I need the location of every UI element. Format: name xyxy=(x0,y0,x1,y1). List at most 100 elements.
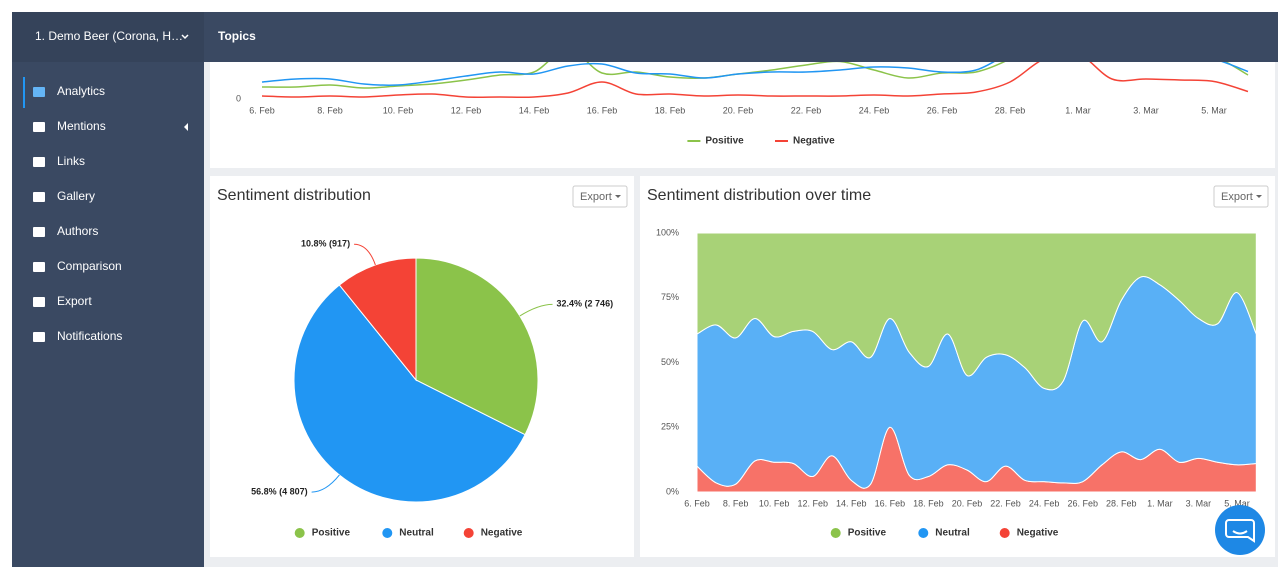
x-tick-label: 26. Feb xyxy=(1067,498,1098,508)
top-bar xyxy=(204,12,1278,62)
legend-item[interactable]: Neutral xyxy=(399,528,434,539)
x-tick-label: 18. Feb xyxy=(913,498,944,508)
menu-icon xyxy=(33,192,45,202)
x-tick-label: 16. Feb xyxy=(875,498,906,508)
menu-icon xyxy=(33,87,45,97)
active-indicator xyxy=(23,77,25,108)
caret xyxy=(615,195,621,198)
project-selector[interactable] xyxy=(12,12,204,62)
legend-item[interactable]: Positive xyxy=(312,528,351,539)
menu-item[interactable]: Mentions xyxy=(57,119,106,133)
y-tick-label: 75% xyxy=(661,292,679,302)
legend-item[interactable]: Neutral xyxy=(935,528,970,539)
menu-item[interactable]: Authors xyxy=(57,224,98,238)
x-tick-label: 26. Feb xyxy=(927,105,958,115)
chat-icon xyxy=(1232,530,1248,535)
page-title: Topics xyxy=(218,29,256,43)
x-tick-label: 16. Feb xyxy=(587,105,618,115)
line xyxy=(261,62,1249,86)
area xyxy=(696,232,1257,391)
x-tick-label: 8. Feb xyxy=(317,105,343,115)
x-tick-label: 28. Feb xyxy=(1106,498,1137,508)
x-tick-label: 5. Mar xyxy=(1201,105,1227,115)
x-tick-label: 10. Feb xyxy=(759,498,790,508)
legend-item[interactable]: Positive xyxy=(705,136,744,147)
caret xyxy=(1256,195,1262,198)
pie-slice xyxy=(338,257,417,382)
export-button[interactable] xyxy=(1213,185,1269,208)
x-tick-label: 14. Feb xyxy=(519,105,550,115)
x-tick-label: 6. Feb xyxy=(684,498,710,508)
x-tick-label: 24. Feb xyxy=(859,105,890,115)
chevron xyxy=(181,34,189,40)
menu-icon xyxy=(33,262,45,272)
charts: 6. Feb 8. Feb 10. Feb 12. Feb 14. Feb 16. Feb… xyxy=(217,62,1269,539)
legend-swatch xyxy=(294,528,305,538)
y-tick-label: 100% xyxy=(656,227,679,237)
x-tick-label: 20. Feb xyxy=(723,105,754,115)
data-label: 56.8% (4 807) xyxy=(251,486,308,496)
x-tick-label: 6. Feb xyxy=(249,105,275,115)
leader-line xyxy=(311,474,340,493)
chart-title: Sentiment distribution over time xyxy=(647,187,871,204)
x-tick-label: 12. Feb xyxy=(797,498,828,508)
project-name[interactable]: 1. Demo Beer (Corona, H… xyxy=(35,29,183,43)
x-tick-label: 20. Feb xyxy=(952,498,983,508)
card xyxy=(210,62,1275,168)
x-tick-label: 3. Mar xyxy=(1133,105,1159,115)
y-tick-label: 0 xyxy=(236,93,241,103)
menu-item[interactable]: Notifications xyxy=(57,329,122,343)
chat-button[interactable] xyxy=(1215,505,1265,555)
legend-swatch xyxy=(463,528,474,538)
x-tick-label: 12. Feb xyxy=(451,105,482,115)
x-tick-label: 18. Feb xyxy=(655,105,686,115)
menu-icon xyxy=(33,227,45,237)
menu-icon xyxy=(33,157,45,167)
chart-title: Sentiment distribution xyxy=(217,187,371,204)
legend-item[interactable]: Negative xyxy=(481,528,523,539)
legend-swatch xyxy=(382,528,393,538)
data-label: 32.4% (2 746) xyxy=(557,299,614,309)
export-label: Export xyxy=(1221,191,1253,203)
x-tick-label: 8. Feb xyxy=(723,498,749,508)
menu-item[interactable]: Comparison xyxy=(57,259,122,273)
sidebar xyxy=(12,12,204,567)
x-tick-label: 28. Feb xyxy=(995,105,1026,115)
legend-item[interactable]: Negative xyxy=(793,136,835,147)
menu-item[interactable]: Analytics xyxy=(57,84,105,98)
legend-swatch xyxy=(918,528,929,538)
export-label: Export xyxy=(580,191,612,203)
pie-slice xyxy=(415,257,539,436)
export-button[interactable] xyxy=(572,185,628,208)
menu-icon xyxy=(33,297,45,307)
menu-item[interactable]: Links xyxy=(57,154,85,168)
x-tick-label: 5. Mar xyxy=(1224,498,1250,508)
leader-line xyxy=(354,243,376,266)
menu-icon xyxy=(33,122,45,132)
x-tick-label: 24. Feb xyxy=(1029,498,1060,508)
menu-icon xyxy=(33,332,45,342)
line xyxy=(261,62,1249,99)
menu-item[interactable]: Export xyxy=(57,294,92,308)
menu-item[interactable]: Gallery xyxy=(57,189,95,203)
x-tick-label: 10. Feb xyxy=(383,105,414,115)
menu: Analytics Mentions Links Gallery Authors Comp… xyxy=(33,84,188,343)
leader-line xyxy=(519,303,553,317)
legend-swatch xyxy=(830,528,841,538)
plot xyxy=(261,62,1249,99)
y-tick-label: 0% xyxy=(666,486,679,496)
y-tick-label: 50% xyxy=(661,357,679,367)
x-tick-label: 14. Feb xyxy=(836,498,867,508)
caret xyxy=(184,123,188,131)
x-tick-label: 22. Feb xyxy=(990,498,1021,508)
x-tick-label: 1. Mar xyxy=(1065,105,1091,115)
chat-icon xyxy=(1225,519,1255,543)
legend-swatch xyxy=(999,528,1010,538)
x-tick-label: 3. Mar xyxy=(1186,498,1212,508)
data-label: 10.8% (917) xyxy=(301,239,350,249)
y-tick-label: 25% xyxy=(661,422,679,432)
x-tick-label: 1. Mar xyxy=(1147,498,1173,508)
legend-item[interactable]: Negative xyxy=(1017,528,1059,539)
legend-item[interactable]: Positive xyxy=(848,528,887,539)
